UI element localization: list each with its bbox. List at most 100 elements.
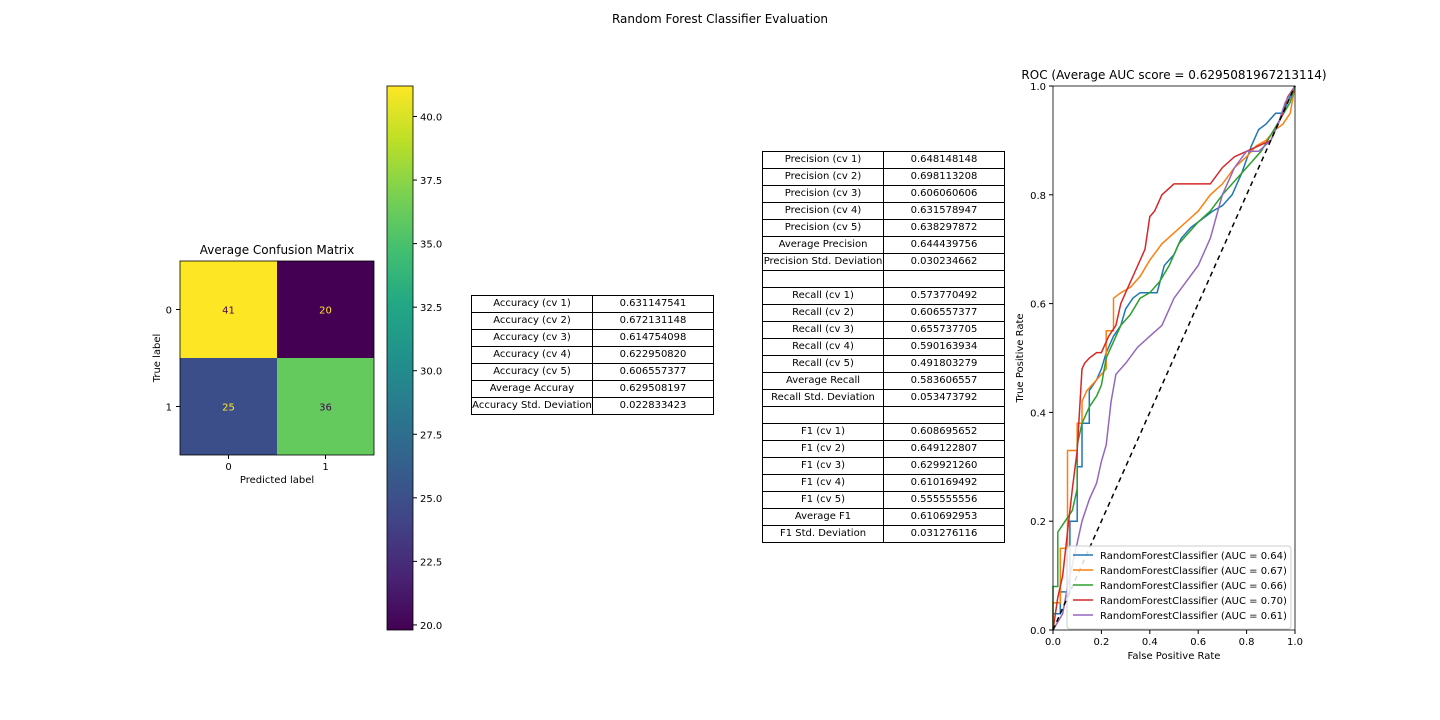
metric-value: 0.614754098 [592, 329, 714, 347]
metric-name: Average Accuray [471, 380, 593, 398]
colorbar [386, 85, 414, 631]
cm-cell-value: 36 [319, 403, 332, 414]
legend-label: RandomForestClassifier (AUC = 0.61) [1100, 611, 1287, 622]
metric-value: 0.610692953 [883, 508, 1005, 526]
roc-x-tick-label: 0.2 [1093, 637, 1109, 648]
cm-y-tick-label: 1 [166, 403, 172, 414]
roc-x-tick-label: 0.6 [1190, 637, 1206, 648]
roc-series-line [1052, 85, 1296, 631]
metric-value: 0.583606557 [883, 372, 1005, 390]
metric-value: 0.606557377 [592, 363, 714, 381]
metric-name: Recall (cv 3) [762, 321, 884, 339]
roc-series-line [1052, 85, 1296, 631]
table-row: Precision (cv 3) 0.606060606 [762, 185, 1005, 203]
roc-x-tick-label: 0.4 [1142, 637, 1158, 648]
cm-y-tick-label: 0 [166, 306, 172, 317]
metric-value: 0.555555556 [883, 491, 1005, 509]
table-row: Recall Std. Deviation 0.053473792 [762, 389, 1005, 407]
table-row: F1 (cv 2) 0.649122807 [762, 440, 1005, 458]
cm-cell [180, 358, 277, 455]
metric-value: 0.610169492 [883, 474, 1005, 492]
table-row: Accuracy Std. Deviation 0.022833423 [471, 397, 714, 415]
cm-title: Average Confusion Matrix [200, 243, 354, 257]
roc-y-tick-label: 0.0 [1030, 626, 1046, 637]
table-row: Accuracy (cv 1) 0.631147541 [471, 295, 714, 313]
table-row: Average Recall 0.583606557 [762, 372, 1005, 390]
metric-name [762, 270, 884, 288]
metric-name: Precision (cv 5) [762, 219, 884, 237]
metric-name: Precision (cv 1) [762, 151, 884, 169]
cm-cell-value: 41 [222, 306, 235, 317]
roc-x-tick-label: 0.8 [1239, 637, 1255, 648]
roc-y-tick-label: 1.0 [1030, 82, 1046, 93]
metric-value: 0.022833423 [592, 397, 714, 415]
metric-value: 0.698113208 [883, 168, 1005, 186]
metric-name: F1 Std. Deviation [762, 525, 884, 543]
roc-y-tick-label: 0.8 [1030, 191, 1046, 202]
legend-label: RandomForestClassifier (AUC = 0.64) [1100, 551, 1287, 562]
metric-value: 0.031276116 [883, 525, 1005, 543]
colorbar-tick-label: 37.5 [420, 176, 442, 187]
roc-xlabel: False Positive Rate [1128, 651, 1221, 662]
roc-title: ROC (Average AUC score = 0.6295081967213… [1021, 68, 1326, 82]
metric-name: Recall (cv 5) [762, 355, 884, 373]
accuracy-table: Accuracy (cv 1) 0.631147541 Accuracy (cv 2… [471, 295, 714, 415]
metric-name: F1 (cv 4) [762, 474, 884, 492]
cm-cell [180, 261, 277, 358]
cm-cell [277, 261, 374, 358]
cm-ylabel: True label [152, 334, 163, 384]
precision-recall-f1-table: Precision (cv 1) 0.648148148 Precision (cv… [762, 151, 1005, 543]
metric-value: 0.629508197 [592, 380, 714, 398]
table-row: Precision (cv 4) 0.631578947 [762, 202, 1005, 220]
table-row: F1 (cv 5) 0.555555556 [762, 491, 1005, 509]
roc-y-tick-label: 0.6 [1030, 300, 1046, 311]
metric-value: 0.606557377 [883, 304, 1005, 322]
colorbar-tick-label: 27.5 [420, 430, 442, 441]
table-row: Recall (cv 5) 0.491803279 [762, 355, 1005, 373]
table-row: Accuracy (cv 5) 0.606557377 [471, 363, 714, 381]
cm-cell-value: 20 [319, 306, 332, 317]
table-row: Average Accuray 0.629508197 [471, 380, 714, 398]
metric-name: F1 (cv 1) [762, 423, 884, 441]
roc-frame [1052, 85, 1296, 631]
table-row: Recall (cv 3) 0.655737705 [762, 321, 1005, 339]
roc-ylabel: True Positive Rate [1015, 313, 1026, 403]
cm-frame [179, 260, 375, 456]
metric-name: Precision (cv 2) [762, 168, 884, 186]
metric-value [883, 406, 1005, 424]
cm-x-tick-label: 0 [225, 462, 231, 473]
metric-name: Average Recall [762, 372, 884, 390]
colorbar-tick-label: 22.5 [420, 557, 442, 568]
table-row: Precision (cv 5) 0.638297872 [762, 219, 1005, 237]
metric-value: 0.573770492 [883, 287, 1005, 305]
metric-name: Accuracy (cv 5) [471, 363, 593, 381]
metric-name: Recall (cv 4) [762, 338, 884, 356]
roc-legend: RandomForestClassifier (AUC = 0.64) Rando… [1066, 545, 1292, 630]
metric-name: Recall (cv 2) [762, 304, 884, 322]
metric-name: Accuracy (cv 3) [471, 329, 593, 347]
roc-x-tick-label: 1.0 [1287, 637, 1303, 648]
metric-name: F1 (cv 5) [762, 491, 884, 509]
table-row: Average Precision 0.644439756 [762, 236, 1005, 254]
metric-value: 0.631578947 [883, 202, 1005, 220]
table-row: Accuracy (cv 4) 0.622950820 [471, 346, 714, 364]
metric-name: Recall (cv 1) [762, 287, 884, 305]
metric-name: Accuracy Std. Deviation [471, 397, 593, 415]
metric-value: 0.030234662 [883, 253, 1005, 271]
metric-name: F1 (cv 2) [762, 440, 884, 458]
table-row [762, 270, 1005, 288]
table-row: Accuracy (cv 2) 0.672131148 [471, 312, 714, 330]
metric-name: Recall Std. Deviation [762, 389, 884, 407]
table-row [762, 406, 1005, 424]
metric-value: 0.672131148 [592, 312, 714, 330]
metric-name: Precision (cv 3) [762, 185, 884, 203]
metric-value: 0.622950820 [592, 346, 714, 364]
legend-label: RandomForestClassifier (AUC = 0.70) [1100, 596, 1287, 607]
metric-name: Accuracy (cv 2) [471, 312, 593, 330]
metric-name: Average F1 [762, 508, 884, 526]
colorbar-tick-label: 25.0 [420, 494, 442, 505]
metric-name: F1 (cv 3) [762, 457, 884, 475]
table-row: Average F1 0.610692953 [762, 508, 1005, 526]
